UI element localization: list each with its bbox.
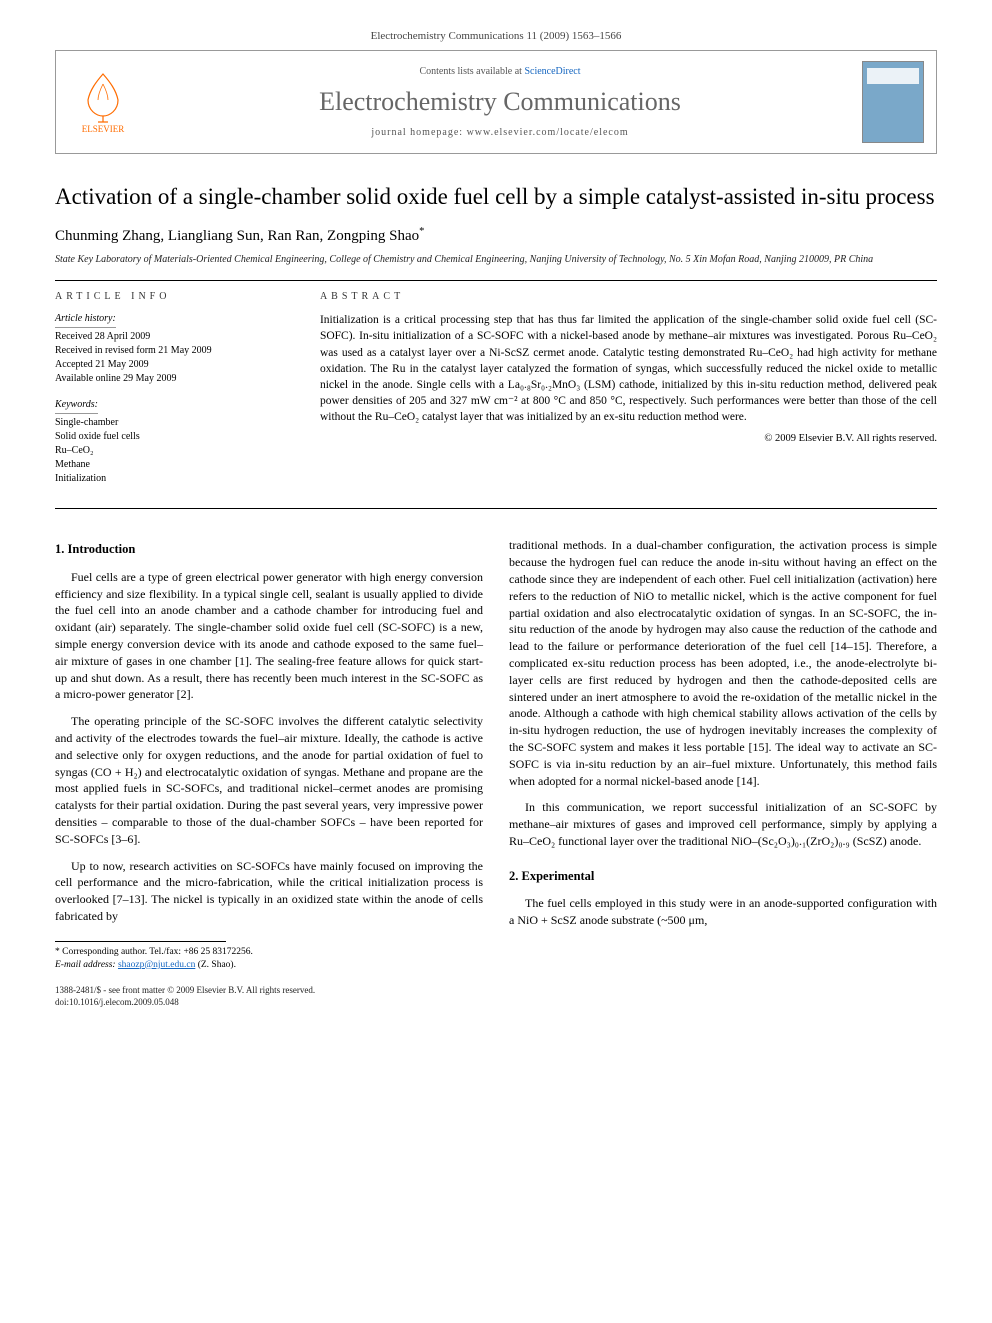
body-paragraph: traditional methods. In a dual-chamber c… (509, 537, 937, 789)
footnote-separator (55, 941, 226, 942)
article-title: Activation of a single-chamber solid oxi… (55, 182, 937, 212)
journal-name: Electrochemistry Communications (148, 87, 852, 117)
history-item: Received 28 April 2009 (55, 330, 290, 344)
elsevier-logo: ELSEVIER (68, 62, 138, 142)
contents-prefix: Contents lists available at (419, 66, 524, 77)
journal-header-box: ELSEVIER Contents lists available at Sci… (55, 50, 937, 154)
front-matter-line: 1388-2481/$ - see front matter © 2009 El… (55, 985, 483, 997)
keyword: Methane (55, 458, 290, 472)
body-paragraph: In this communication, we report success… (509, 799, 937, 849)
body-column-right: traditional methods. In a dual-chamber c… (509, 537, 937, 1008)
footnote-block: * Corresponding author. Tel./fax: +86 25… (55, 946, 483, 972)
history-item: Received in revised form 21 May 2009 (55, 344, 290, 358)
body-paragraph: The operating principle of the SC-SOFC i… (55, 713, 483, 847)
affiliation: State Key Laboratory of Materials-Orient… (55, 253, 937, 267)
keyword: Single-chamber (55, 416, 290, 430)
email-line: E-mail address: shaozp@njut.edu.cn (Z. S… (55, 959, 483, 972)
info-abstract-row: ARTICLE INFO Article history: Received 2… (55, 280, 937, 509)
body-column-left: 1. Introduction Fuel cells are a type of… (55, 537, 483, 1008)
header-citation: Electrochemistry Communications 11 (2009… (55, 30, 937, 42)
body-paragraph: Up to now, research activities on SC-SOF… (55, 858, 483, 925)
article-history-label: Article history: (55, 312, 116, 328)
journal-homepage-line: journal homepage: www.elsevier.com/locat… (148, 127, 852, 138)
page: Electrochemistry Communications 11 (2009… (0, 0, 992, 1049)
homepage-prefix: journal homepage: (371, 127, 466, 138)
tree-icon (78, 70, 128, 124)
header-center: Contents lists available at ScienceDirec… (138, 66, 862, 138)
body-two-columns: 1. Introduction Fuel cells are a type of… (55, 537, 937, 1008)
keywords-block: Keywords: Single-chamber Solid oxide fue… (55, 398, 290, 486)
history-item: Accepted 21 May 2009 (55, 358, 290, 372)
keywords-label: Keywords: (55, 398, 98, 414)
abstract-column: ABSTRACT Initialization is a critical pr… (302, 281, 937, 508)
section-heading-intro: 1. Introduction (55, 541, 483, 559)
article-info-column: ARTICLE INFO Article history: Received 2… (55, 281, 302, 508)
corresponding-author-note: * Corresponding author. Tel./fax: +86 25… (55, 946, 483, 959)
history-item: Available online 29 May 2009 (55, 372, 290, 386)
body-paragraph: The fuel cells employed in this study we… (509, 895, 937, 929)
keyword: Solid oxide fuel cells (55, 430, 290, 444)
publisher-name: ELSEVIER (82, 124, 125, 134)
corresponding-marker: * (419, 226, 424, 237)
journal-cover-thumbnail (862, 61, 924, 143)
keyword: Ru–CeO₂ (55, 444, 290, 458)
abstract-text: Initialization is a critical processing … (320, 312, 937, 425)
article-history-block: Article history: Received 28 April 2009 … (55, 312, 290, 386)
keyword: Initialization (55, 472, 290, 486)
contents-available-line: Contents lists available at ScienceDirec… (148, 66, 852, 77)
section-heading-experimental: 2. Experimental (509, 868, 937, 886)
email-label: E-mail address: (55, 960, 116, 970)
email-suffix: (Z. Shao). (198, 960, 236, 970)
authors-line: Chunming Zhang, Liangliang Sun, Ran Ran,… (55, 226, 937, 245)
authors-names: Chunming Zhang, Liangliang Sun, Ran Ran,… (55, 228, 419, 244)
abstract-label: ABSTRACT (320, 291, 937, 302)
doi-line: doi:10.1016/j.elecom.2009.05.048 (55, 997, 483, 1009)
body-paragraph: Fuel cells are a type of green electrica… (55, 569, 483, 703)
article-info-label: ARTICLE INFO (55, 291, 290, 302)
front-matter-block: 1388-2481/$ - see front matter © 2009 El… (55, 985, 483, 1008)
homepage-url[interactable]: www.elsevier.com/locate/elecom (467, 127, 629, 138)
abstract-copyright: © 2009 Elsevier B.V. All rights reserved… (320, 433, 937, 444)
corresponding-email-link[interactable]: shaozp@njut.edu.cn (118, 960, 195, 970)
sciencedirect-link[interactable]: ScienceDirect (524, 66, 580, 77)
